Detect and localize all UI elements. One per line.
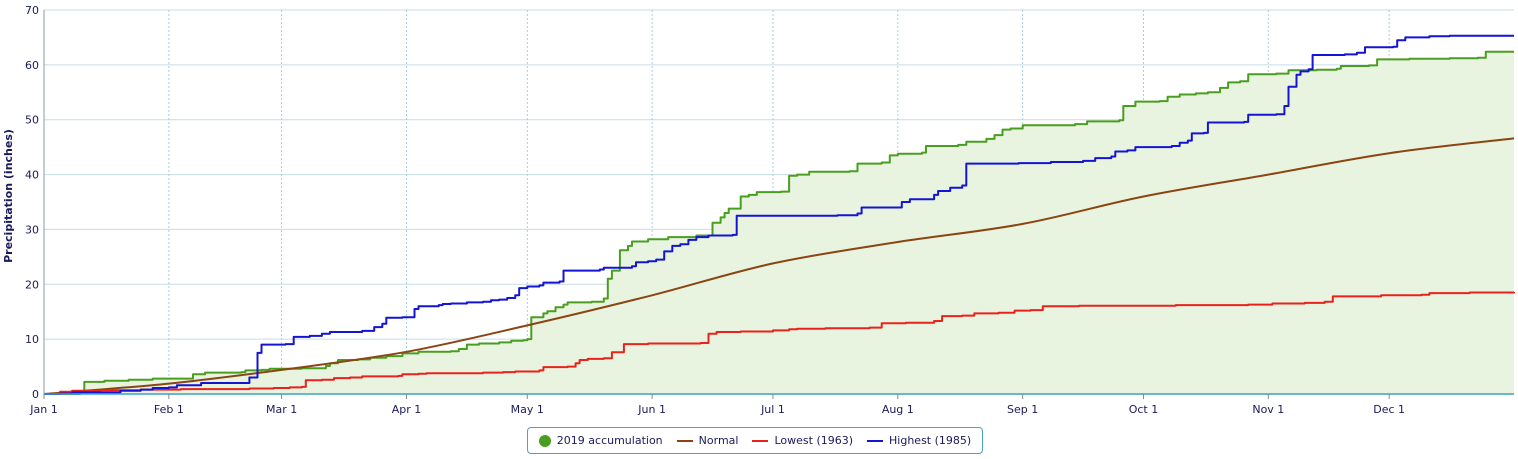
y-tick-label: 20	[25, 278, 39, 291]
x-tick-label: Jul 1	[760, 403, 785, 416]
x-tick-label: Nov 1	[1252, 403, 1284, 416]
y-tick-label: 40	[25, 169, 39, 182]
legend-line-icon	[752, 439, 769, 442]
legend-label: Normal	[698, 434, 739, 447]
y-axis-label: Precipitation (inches)	[2, 129, 15, 263]
legend-item[interactable]: Highest (1985)	[867, 434, 971, 447]
x-tick-label: Jun 1	[637, 403, 666, 416]
precipitation-chart: 0 10 20 30 40 50 60 70 Jan 1 Feb 1 Mar 1 Apr 1 May 1…	[2, 4, 1515, 416]
series-fill-2019-accumulation	[44, 51, 1514, 394]
x-tick-label: Feb 1	[154, 403, 184, 416]
legend-item[interactable]: Lowest (1963)	[752, 434, 853, 447]
x-tick-label: Oct 1	[1129, 403, 1159, 416]
x-tick-label: Jan 1	[29, 403, 57, 416]
y-tick-label: 70	[25, 4, 39, 17]
series-line-lowest-1963	[44, 291, 1515, 395]
legend-item[interactable]: 2019 accumulation	[538, 434, 663, 447]
legend-line-icon	[676, 439, 693, 442]
x-tick-label: Apr 1	[392, 403, 422, 416]
x-tick-label: Dec 1	[1373, 403, 1405, 416]
accumulation-fill-area	[44, 51, 1514, 394]
x-tick-label: Mar 1	[266, 403, 297, 416]
legend-label: 2019 accumulation	[556, 434, 663, 447]
series-line-normal	[43, 137, 1515, 395]
legend-line-icon	[867, 439, 884, 442]
x-tick-label: Sep 1	[1007, 403, 1038, 416]
series-line-highest-1985	[44, 34, 1514, 395]
legend-label: Highest (1985)	[889, 434, 972, 447]
legend: 2019 accumulation Normal Lowest (1963) High…	[527, 427, 983, 454]
y-tick-label: 0	[32, 388, 39, 401]
x-tick-label: Aug 1	[882, 403, 914, 416]
y-tick-label: 50	[25, 114, 39, 127]
axes: 0 10 20 30 40 50 60 70 Jan 1 Feb 1 Mar 1 Apr 1 May 1…	[25, 4, 1514, 416]
y-tick-label: 30	[25, 223, 39, 236]
x-tick-label: May 1	[511, 403, 544, 416]
legend-item[interactable]: Normal	[676, 434, 739, 447]
legend-dot-icon	[538, 434, 551, 447]
legend-label: Lowest (1963)	[774, 434, 854, 447]
y-tick-label: 60	[25, 59, 39, 72]
series-lines	[43, 34, 1515, 395]
y-tick-label: 10	[25, 333, 39, 346]
